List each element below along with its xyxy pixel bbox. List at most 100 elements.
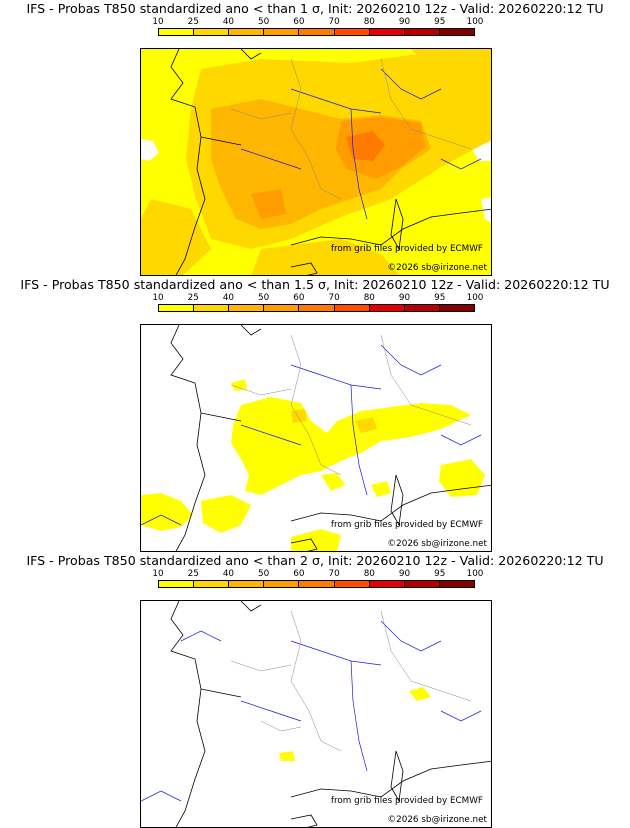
map-background — [141, 601, 491, 827]
colorbar-tick: 40 — [222, 17, 235, 27]
colorbar-tick: 40 — [222, 569, 235, 579]
probability-map: from grib files provided by ECMWF ©2026 … — [140, 600, 492, 828]
rivers — [141, 620, 482, 802]
colorbar-tick: 50 — [258, 569, 270, 579]
data-source-credit: from grib files provided by ECMWF — [330, 796, 483, 806]
colorbar-swatch — [159, 581, 195, 587]
colorbar-swatch — [194, 29, 230, 35]
colorbar-swatch — [299, 305, 335, 311]
map-canvas — [141, 325, 491, 551]
probability-field-25 — [291, 409, 307, 423]
colorbar-swatch — [369, 305, 405, 311]
colorbar-tick: 95 — [434, 293, 446, 303]
colorbar-swatch — [264, 581, 300, 587]
colorbar-tick: 100 — [466, 569, 484, 579]
colorbar-swatch — [334, 29, 370, 35]
rivers — [240, 68, 482, 220]
coastlines — [170, 601, 491, 827]
probability-field-10 — [279, 751, 295, 761]
colorbar-tick: 60 — [293, 569, 305, 579]
colorbar-swatch — [439, 581, 474, 587]
coastlines — [170, 325, 491, 551]
colorbar-swatch — [439, 29, 474, 35]
rivers — [141, 344, 482, 526]
colorbar-tick: 10 — [152, 17, 164, 27]
colorbar-tick: 100 — [466, 293, 484, 303]
probability-field-10 — [141, 493, 193, 531]
low-probability-area — [141, 139, 159, 161]
colorbar-tick: 90 — [398, 17, 411, 27]
colorbar-swatch — [229, 305, 265, 311]
colorbar-tick: 95 — [434, 17, 446, 27]
colorbar-swatch — [299, 29, 335, 35]
panel-title: IFS - Probas T850 standardized ano < tha… — [26, 1, 604, 16]
colorbar — [158, 304, 475, 312]
colorbar-tick: 25 — [187, 17, 199, 27]
panel-1sigma: IFS - Probas T850 standardized ano < tha… — [0, 0, 630, 276]
probability-field-50 — [251, 189, 286, 219]
probability-field-25 — [355, 417, 377, 433]
colorbar-tick: 10 — [152, 293, 164, 303]
colorbar-swatch — [334, 305, 370, 311]
colorbar-tick: 40 — [222, 293, 235, 303]
colorbar-swatch — [229, 29, 265, 35]
map-canvas — [141, 601, 491, 827]
colorbar-swatch — [404, 305, 440, 311]
colorbar-swatch — [334, 581, 370, 587]
colorbar-tick: 90 — [398, 293, 411, 303]
panel-title: IFS - Probas T850 standardized ano < tha… — [26, 553, 604, 568]
colorbar-labels: 10 25 40 50 60 70 80 90 95 100 — [152, 569, 483, 579]
map-canvas — [141, 49, 491, 275]
colorbar-labels: 10 25 40 50 60 70 80 90 95 100 — [152, 17, 483, 27]
copyright-notice: ©2026 sb@irizone.net — [387, 539, 487, 549]
data-source-credit: from grib files provided by ECMWF — [330, 520, 483, 530]
probability-map: from grib files provided by ECMWF ©2026 … — [140, 48, 492, 276]
probability-field-25 — [141, 199, 211, 275]
colorbar-swatch — [264, 29, 300, 35]
probability-field-25 — [251, 239, 400, 275]
colorbar-tick: 60 — [293, 293, 305, 303]
colorbar-tick: 95 — [434, 569, 446, 579]
colorbar-tick: 70 — [328, 17, 340, 27]
data-source-credit: from grib files provided by ECMWF — [330, 244, 483, 254]
colorbar-tick: 70 — [328, 569, 340, 579]
panel-title: IFS - Probas T850 standardized ano < tha… — [20, 277, 610, 292]
probability-field-10 — [201, 495, 251, 533]
colorbar-swatch — [159, 305, 195, 311]
colorbar-swatch — [369, 29, 405, 35]
probability-field-10 — [291, 529, 341, 551]
borders — [230, 334, 472, 476]
probability-field-10 — [371, 481, 391, 497]
colorbar-tick: 50 — [258, 293, 270, 303]
probability-field-10 — [231, 397, 471, 495]
colorbar-tick: 90 — [398, 569, 411, 579]
colorbar-swatch — [299, 581, 335, 587]
colorbar-swatch — [369, 581, 405, 587]
colorbar-tick: 80 — [363, 569, 375, 579]
borders — [230, 58, 472, 200]
colorbar — [158, 28, 475, 36]
colorbar-swatch — [194, 305, 230, 311]
colorbar-swatch — [229, 581, 265, 587]
colorbar-swatch — [264, 305, 300, 311]
colorbar-tick: 25 — [187, 293, 199, 303]
colorbar-tick: 70 — [328, 293, 340, 303]
probability-field-25 — [411, 49, 491, 89]
colorbar-tick: 100 — [466, 17, 484, 27]
colorbar-swatch — [439, 305, 474, 311]
probability-field-10 — [231, 379, 247, 391]
panel-2sigma: IFS - Probas T850 standardized ano < tha… — [0, 552, 630, 828]
probability-field-10 — [409, 687, 431, 701]
probability-field-60 — [346, 131, 385, 161]
copyright-notice: ©2026 sb@irizone.net — [387, 263, 487, 273]
colorbar-tick: 10 — [152, 569, 164, 579]
probability-field-10 — [321, 473, 345, 491]
colorbar-swatch — [159, 29, 195, 35]
coastlines — [170, 49, 491, 275]
colorbar-tick: 60 — [293, 17, 305, 27]
colorbar-swatch — [194, 581, 230, 587]
colorbar-labels: 10 25 40 50 60 70 80 90 95 100 — [152, 293, 483, 303]
borders — [230, 610, 472, 752]
colorbar-tick: 50 — [258, 17, 270, 27]
colorbar-tick: 80 — [363, 17, 375, 27]
